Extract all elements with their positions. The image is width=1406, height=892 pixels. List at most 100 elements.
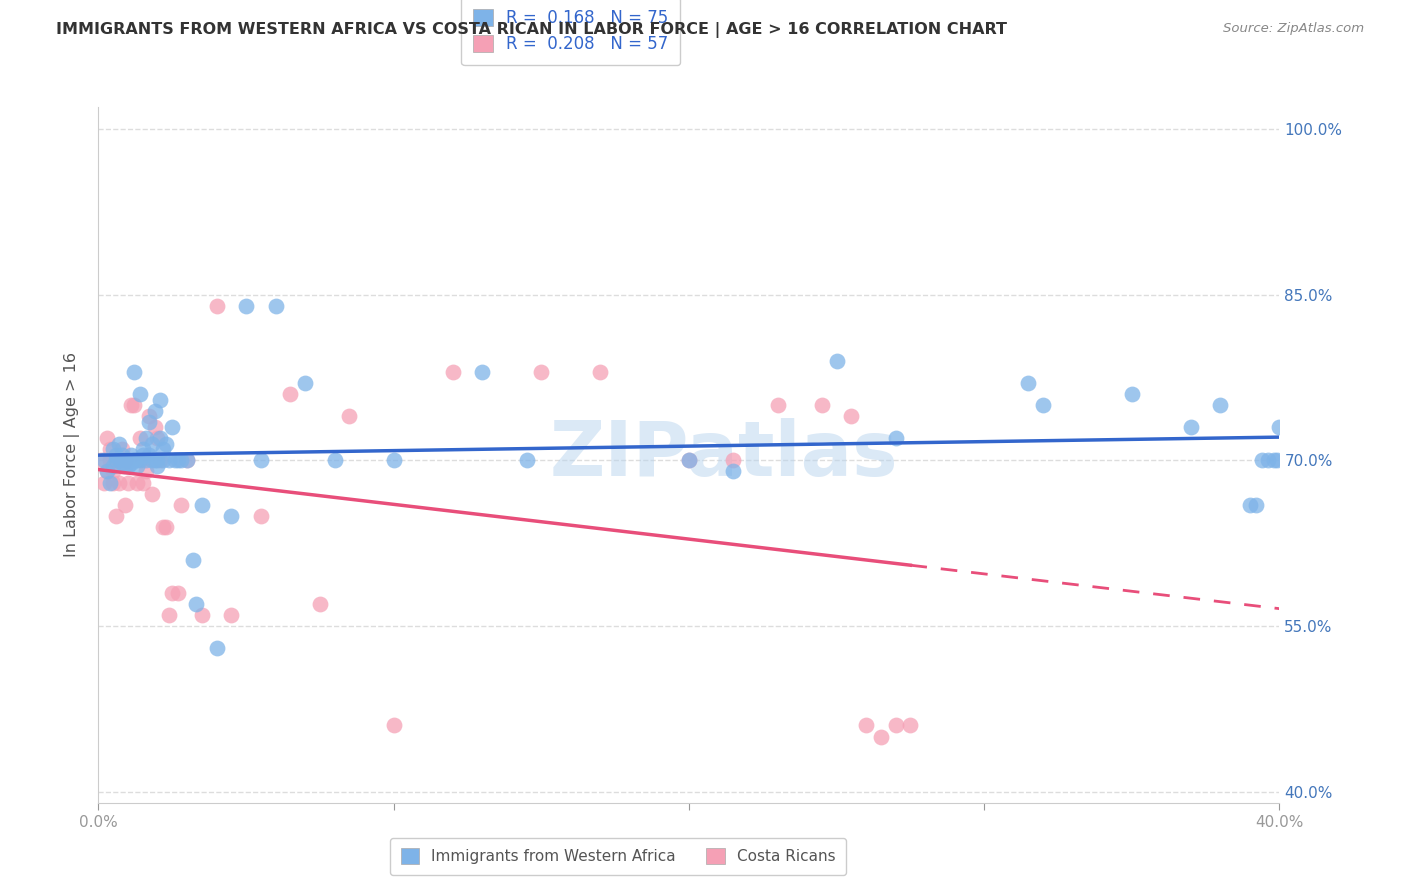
Point [162,420,183,434]
Point [900,718,922,732]
Point [141,486,163,500]
Point [146,453,169,467]
Point [93,453,115,467]
Point [205,641,228,656]
Point [1268,420,1291,434]
Point [132,442,155,457]
Point [98,475,121,490]
Point [278,387,302,401]
Point [103,465,125,479]
Point [122,398,145,412]
Point [111,456,134,470]
Point [111,448,134,462]
Point [125,453,148,467]
Point [382,453,405,467]
Point [146,458,169,473]
Point [128,453,150,467]
Point [152,442,174,457]
Point [96,431,118,445]
Point [162,586,183,600]
Point [155,519,177,533]
Point [105,448,128,462]
Point [219,608,242,623]
Point [108,453,131,467]
Point [855,718,877,732]
Point [143,403,166,417]
Point [309,597,332,611]
Point [149,431,172,445]
Point [157,608,180,623]
Point [678,453,700,467]
Point [105,508,128,523]
Point [810,398,832,412]
Point [125,475,148,490]
Point [1017,376,1039,391]
Point [1239,498,1261,512]
Point [1263,453,1285,467]
Point [723,453,745,467]
Point [111,442,134,457]
Point [250,508,273,523]
Point [114,453,136,467]
Point [135,465,157,479]
Point [884,718,907,732]
Point [841,409,863,424]
Point [825,354,848,368]
Point [120,456,142,470]
Point [471,365,494,379]
Point [264,299,287,313]
Point [152,453,174,467]
Point [135,453,157,467]
Point [157,453,180,467]
Point [1244,498,1267,512]
Point [191,498,214,512]
Point [135,431,157,445]
Point [149,453,172,467]
Point [143,453,166,467]
Point [117,453,139,467]
Legend: Immigrants from Western Africa, Costa Ricans: Immigrants from Western Africa, Costa Ri… [389,838,846,875]
Text: IMMIGRANTS FROM WESTERN AFRICA VS COSTA RICAN IN LABOR FORCE | AGE > 16 CORRELAT: IMMIGRANTS FROM WESTERN AFRICA VS COSTA … [56,22,1007,38]
Point [589,365,612,379]
Point [167,453,190,467]
Point [146,431,169,445]
Point [167,586,190,600]
Point [103,458,125,473]
Point [108,437,131,451]
Point [250,453,273,467]
Point [105,453,128,467]
Point [219,508,242,523]
Point [117,458,139,473]
Point [132,475,155,490]
Y-axis label: In Labor Force | Age > 16: In Labor Force | Age > 16 [63,352,80,558]
Point [441,365,464,379]
Point [132,448,155,462]
Point [96,465,118,479]
Point [128,387,150,401]
Point [96,465,118,479]
Point [678,453,700,467]
Point [105,453,128,467]
Point [111,458,134,473]
Point [122,365,145,379]
Point [294,376,316,391]
Point [141,453,163,467]
Point [138,448,160,462]
Point [114,453,136,467]
Point [382,718,405,732]
Point [723,465,745,479]
Point [93,475,115,490]
Point [122,453,145,467]
Point [1209,398,1232,412]
Point [143,420,166,434]
Point [128,431,150,445]
Point [515,453,537,467]
Point [108,475,131,490]
Point [103,475,125,490]
Point [1265,453,1288,467]
Point [170,453,193,467]
Point [191,608,214,623]
Point [114,458,136,473]
Point [125,458,148,473]
Point [108,453,131,467]
